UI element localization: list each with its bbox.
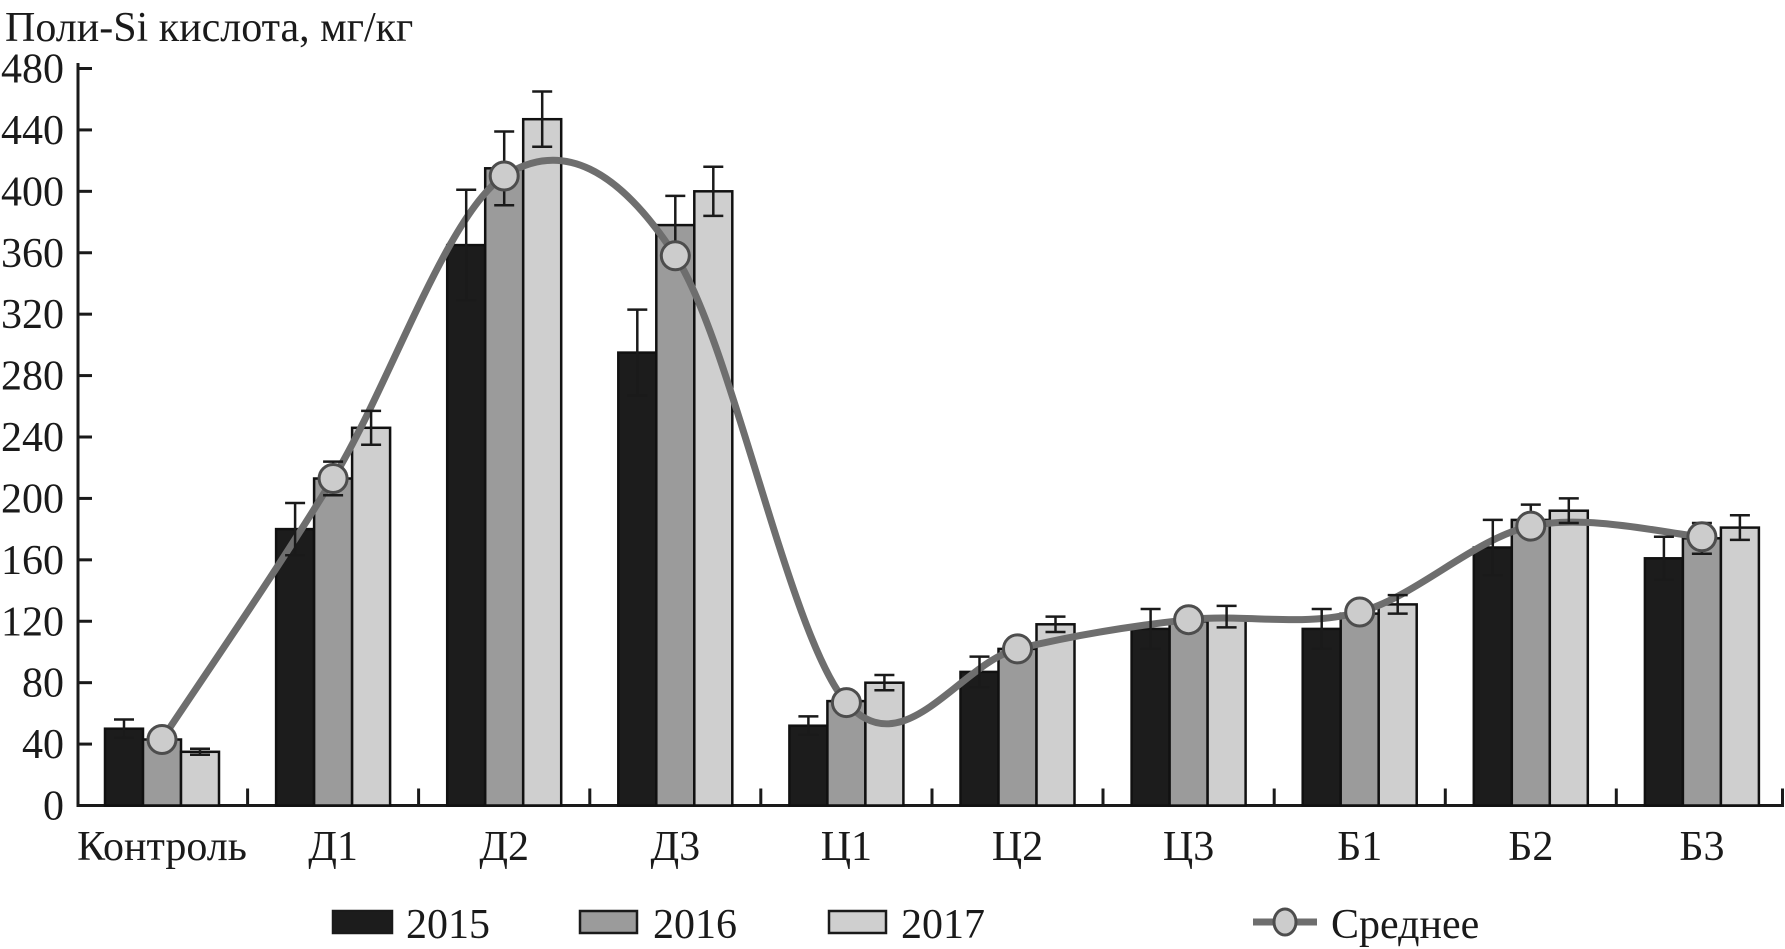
bar-2016-Д2: [483, 167, 525, 807]
error-bar-2017-Ц1: [874, 673, 895, 692]
bar-2015-Б1: [1301, 627, 1342, 807]
bar-2015-Б2: [1472, 546, 1514, 807]
bar-2016-Д3: [655, 223, 696, 807]
x-category-label: Ц2: [992, 824, 1043, 870]
error-bar-2015-Б2: [1482, 518, 1503, 577]
bar-2016-Б3: [1681, 537, 1723, 807]
y-tick-label: 200: [1, 476, 64, 522]
bar-2015-Д3: [617, 351, 658, 807]
legend: 2015 2016 2017 Среднее: [331, 902, 1479, 948]
legend-label-2015: 2015: [406, 902, 490, 948]
bar-2017-Д1: [350, 426, 392, 807]
bar-2017-Б2: [1548, 509, 1590, 807]
error-bar-2017-Б1: [1387, 593, 1408, 615]
y-tick-label: 160: [1, 538, 64, 584]
x-category-label: Б3: [1679, 824, 1724, 870]
x-category-label: Б2: [1508, 824, 1553, 870]
bar-2017-Д3: [693, 190, 734, 807]
bar-2015-Д2: [445, 243, 487, 807]
error-bar-2017-Б3: [1729, 514, 1750, 542]
error-bar-2015-Ц2: [969, 655, 990, 689]
bar-2017-Ц2: [1035, 623, 1076, 807]
x-category-label: Д1: [308, 824, 358, 870]
y-tick-label: 0: [43, 784, 64, 830]
bar-2016-Б1: [1339, 612, 1380, 807]
error-bar-2015-Д2: [456, 188, 477, 302]
legend-swatch-2015: [331, 909, 394, 935]
y-tick-label: 80: [22, 661, 64, 707]
x-category-label: Ц1: [821, 824, 872, 870]
average-marker-Д2: [488, 160, 520, 192]
error-bar-2015-Б1: [1311, 607, 1332, 651]
bar-2016-Б2: [1510, 518, 1552, 807]
legend-swatch-2016: [578, 909, 639, 935]
x-category-label: Д2: [479, 824, 529, 870]
chart-title: Поли-Si кислота, мг/кг: [5, 5, 414, 51]
average-marker-Д1: [317, 463, 349, 494]
legend-label-2017: 2017: [901, 902, 985, 948]
bar-2017-Ц3: [1206, 615, 1247, 807]
legend-label-2016: 2016: [653, 902, 737, 948]
y-tick-label: 120: [1, 599, 64, 645]
error-bar-2015-Б3: [1653, 535, 1674, 582]
error-bar-2017-Б2: [1558, 497, 1579, 525]
x-category-label: Б1: [1337, 824, 1382, 870]
y-tick-label: 440: [1, 108, 64, 154]
bar-2015-Д1: [274, 527, 316, 807]
bar-2017-Контроль: [179, 750, 221, 807]
error-bar-2017-Контроль: [190, 747, 210, 757]
average-marker-Б3: [1686, 521, 1718, 553]
average-marker-Ц1: [830, 687, 862, 719]
average-marker-Д3: [659, 240, 691, 272]
average-marker-Ц2: [1002, 633, 1033, 665]
bar-2015-Ц1: [788, 724, 829, 807]
average-marker-Б2: [1515, 510, 1547, 542]
y-tick-label: 240: [1, 415, 64, 461]
legend-swatch-2017: [827, 909, 888, 935]
error-bar-2015-Д1: [285, 501, 306, 557]
bar-2017-Б3: [1719, 526, 1761, 807]
error-bar-2017-Ц2: [1045, 615, 1066, 634]
bar-2017-Д2: [521, 117, 563, 807]
average-marker-Контроль: [146, 724, 178, 755]
y-tick-label: 400: [1, 169, 64, 215]
bar-2015-Б3: [1643, 557, 1685, 807]
bar-2017-Б1: [1377, 603, 1418, 807]
x-category-label: Контроль: [77, 824, 247, 870]
error-bar-2017-Ц3: [1216, 604, 1237, 629]
x-category-label: Д3: [650, 824, 700, 870]
legend-average-marker-icon: [1272, 907, 1298, 937]
x-category-label: Ц3: [1163, 824, 1214, 870]
bar-2015-Ц2: [959, 670, 1000, 807]
error-bar-2015-Д3: [627, 308, 648, 397]
bar-2017-Ц1: [864, 681, 905, 807]
y-tick-label: 480: [1, 47, 64, 93]
error-bar-2017-Д3: [703, 165, 724, 218]
average-marker-Б1: [1344, 596, 1376, 628]
bar-2015-Контроль: [103, 727, 145, 807]
average-line: [159, 156, 1703, 742]
error-bar-2015-Контроль: [114, 718, 134, 740]
bar-2016-Ц2: [997, 647, 1038, 807]
plot-area: 0 40 80 120 160 200 240 280 320 360 400 440 480 Контр…: [1, 47, 1784, 870]
legend-label-average: Среднее: [1331, 902, 1479, 948]
error-bar-2017-Д1: [361, 409, 382, 446]
average-marker-Ц3: [1173, 604, 1205, 636]
y-tick-label: 40: [22, 722, 64, 768]
bar-2016-Ц3: [1168, 620, 1209, 807]
bar-2016-Д1: [312, 477, 354, 807]
error-bar-2017-Д2: [532, 90, 553, 149]
error-bar-2015-Ц3: [1140, 607, 1161, 651]
bar-2015-Ц3: [1130, 627, 1171, 807]
y-tick-label: 280: [1, 354, 64, 400]
y-tick-label: 320: [1, 292, 64, 338]
error-bar-2015-Ц1: [798, 715, 819, 737]
y-tick-label: 360: [1, 231, 64, 277]
